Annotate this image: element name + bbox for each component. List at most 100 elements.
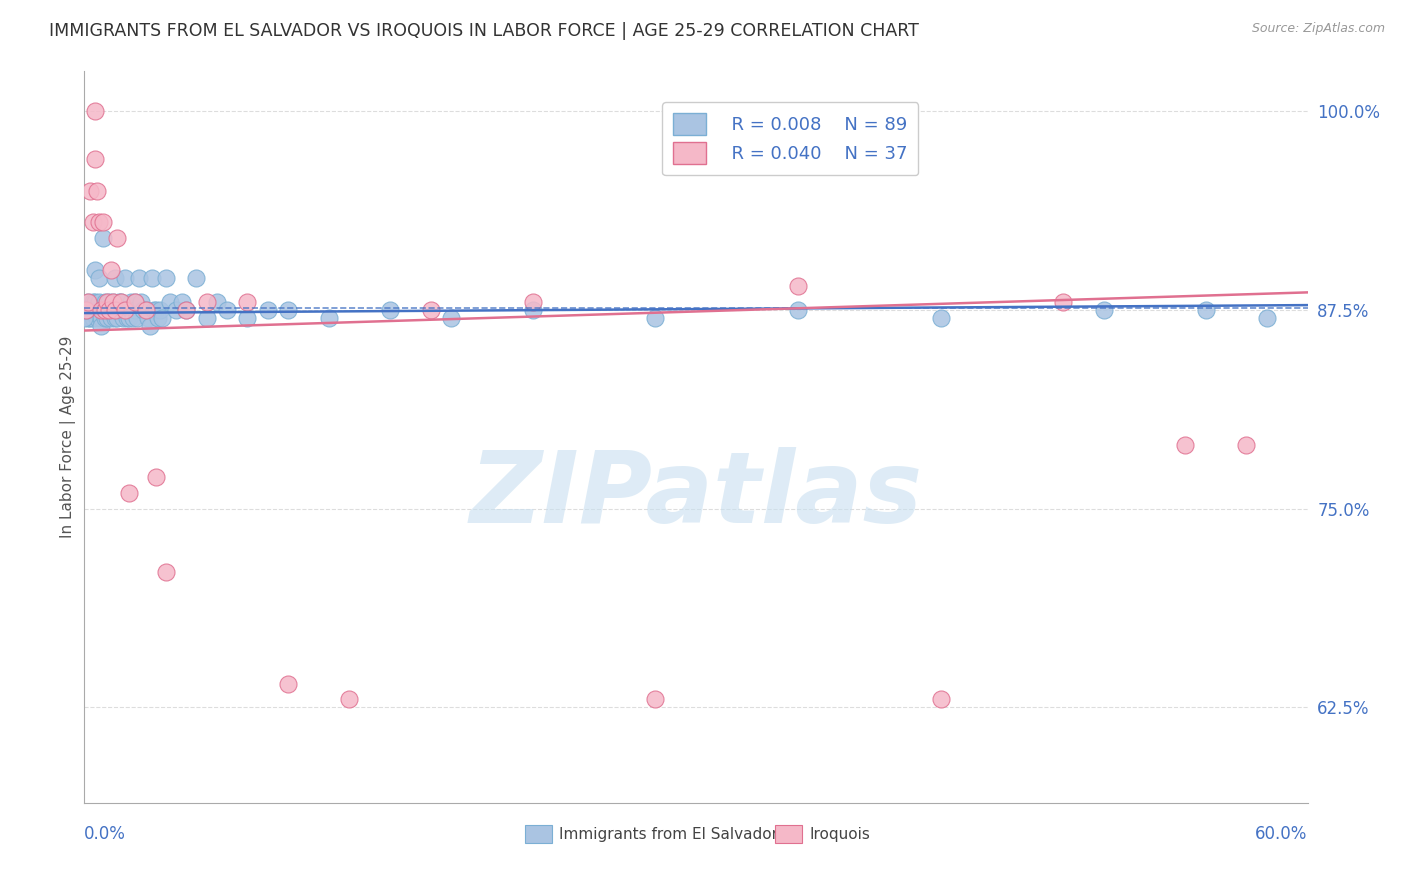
Point bbox=[149, 302, 172, 317]
Point bbox=[75, 302, 97, 317]
Point bbox=[87, 271, 110, 285]
Point bbox=[145, 302, 167, 317]
Point bbox=[277, 302, 299, 317]
Point bbox=[118, 310, 141, 325]
Point bbox=[105, 302, 128, 317]
Point bbox=[115, 310, 138, 325]
Point bbox=[172, 294, 194, 309]
Point bbox=[155, 566, 177, 580]
Point bbox=[118, 302, 141, 317]
Point bbox=[195, 310, 218, 325]
Point bbox=[277, 676, 299, 690]
Point bbox=[83, 104, 105, 119]
Text: 60.0%: 60.0% bbox=[1256, 825, 1308, 843]
Point bbox=[83, 302, 105, 317]
Point bbox=[145, 470, 167, 484]
Point bbox=[120, 302, 142, 317]
Point bbox=[1052, 294, 1074, 309]
Legend:   R = 0.008    N = 89,   R = 0.040    N = 37: R = 0.008 N = 89, R = 0.040 N = 37 bbox=[662, 103, 918, 175]
Point bbox=[73, 302, 96, 317]
Point bbox=[75, 302, 97, 317]
Point bbox=[100, 310, 122, 325]
Point bbox=[87, 215, 110, 229]
Point bbox=[77, 294, 100, 309]
Point bbox=[174, 302, 197, 317]
Point bbox=[91, 215, 114, 229]
Point bbox=[929, 310, 952, 325]
Point bbox=[120, 294, 142, 309]
Point bbox=[104, 271, 127, 285]
Point bbox=[124, 294, 146, 309]
Point bbox=[90, 302, 112, 317]
Text: IMMIGRANTS FROM EL SALVADOR VS IROQUOIS IN LABOR FORCE | AGE 25-29 CORRELATION C: IMMIGRANTS FROM EL SALVADOR VS IROQUOIS … bbox=[49, 22, 920, 40]
Point bbox=[114, 271, 136, 285]
Point bbox=[110, 294, 132, 309]
Text: ZIPatlas: ZIPatlas bbox=[470, 447, 922, 544]
Point bbox=[97, 302, 120, 317]
Point bbox=[522, 302, 544, 317]
Point bbox=[104, 302, 127, 317]
Point bbox=[174, 302, 197, 317]
Point bbox=[75, 302, 97, 317]
Point bbox=[138, 318, 160, 333]
Point bbox=[108, 294, 131, 309]
Point bbox=[96, 310, 118, 325]
Point bbox=[93, 294, 115, 309]
Point bbox=[136, 310, 159, 325]
Point bbox=[787, 302, 810, 317]
Text: 0.0%: 0.0% bbox=[84, 825, 127, 843]
Point bbox=[644, 310, 666, 325]
Point bbox=[135, 302, 157, 317]
Point bbox=[380, 302, 402, 317]
Point bbox=[83, 263, 105, 277]
Point bbox=[87, 294, 110, 309]
Point bbox=[104, 310, 127, 325]
Point bbox=[97, 302, 120, 317]
Point bbox=[236, 294, 259, 309]
Point bbox=[79, 310, 101, 325]
Point bbox=[236, 310, 259, 325]
Point bbox=[217, 302, 239, 317]
Point bbox=[205, 294, 228, 309]
Point bbox=[1195, 302, 1218, 317]
Point bbox=[124, 294, 146, 309]
Bar bbox=[776, 825, 803, 843]
Point bbox=[86, 184, 108, 198]
Point bbox=[90, 310, 112, 325]
Point bbox=[257, 302, 280, 317]
Point bbox=[122, 310, 145, 325]
Point bbox=[108, 302, 131, 317]
Point bbox=[141, 271, 163, 285]
Point bbox=[73, 310, 96, 325]
Point bbox=[101, 302, 124, 317]
Point bbox=[79, 302, 101, 317]
Point bbox=[105, 310, 128, 325]
Bar bbox=[524, 825, 551, 843]
Point bbox=[186, 271, 208, 285]
Point bbox=[86, 310, 108, 325]
Y-axis label: In Labor Force | Age 25-29: In Labor Force | Age 25-29 bbox=[60, 336, 76, 538]
Point bbox=[96, 302, 118, 317]
Point bbox=[90, 302, 112, 317]
Point bbox=[142, 302, 165, 317]
Text: Immigrants from El Salvador: Immigrants from El Salvador bbox=[560, 827, 778, 842]
Point bbox=[112, 310, 135, 325]
Text: Iroquois: Iroquois bbox=[810, 827, 870, 842]
Point bbox=[644, 692, 666, 706]
Point bbox=[114, 302, 136, 317]
Point bbox=[93, 302, 115, 317]
Point bbox=[929, 692, 952, 706]
Point bbox=[318, 310, 340, 325]
Point bbox=[522, 294, 544, 309]
Point bbox=[110, 294, 132, 309]
Point bbox=[440, 310, 463, 325]
Point bbox=[105, 231, 128, 245]
Point bbox=[132, 302, 155, 317]
Point bbox=[83, 294, 105, 309]
Point bbox=[195, 294, 218, 309]
Point bbox=[77, 310, 100, 325]
Point bbox=[118, 485, 141, 500]
Point bbox=[1236, 438, 1258, 452]
Point bbox=[93, 310, 115, 325]
Point bbox=[91, 302, 114, 317]
